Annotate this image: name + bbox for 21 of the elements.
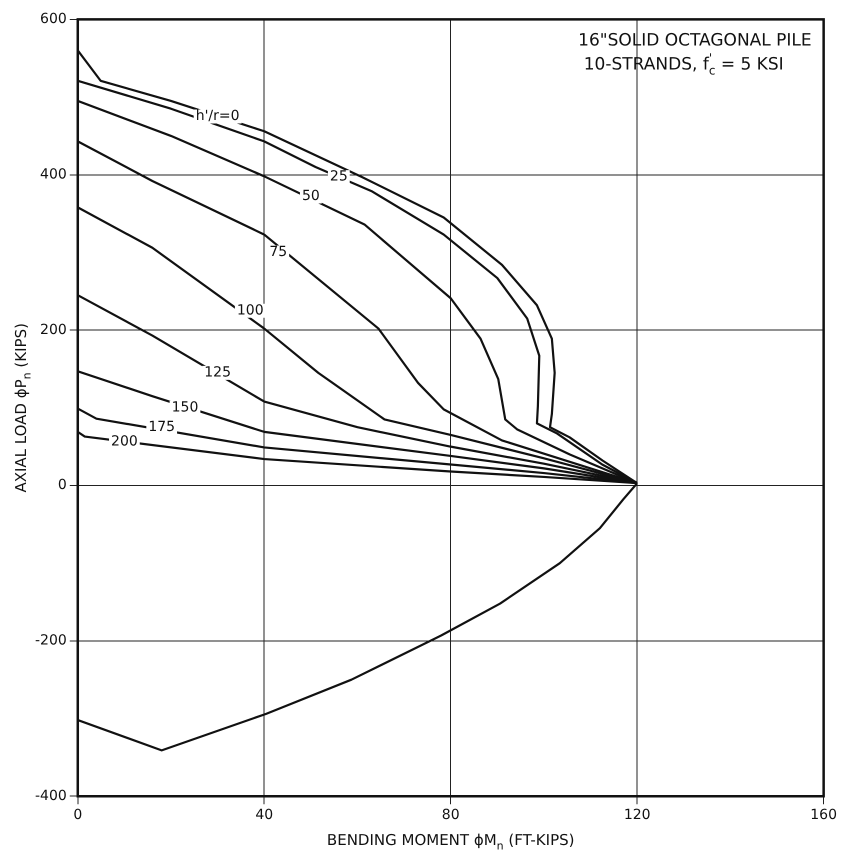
x-tick-label: 160 xyxy=(810,807,838,824)
x-tick-label: 80 xyxy=(442,807,460,824)
annotation: 25 xyxy=(330,168,348,185)
annotation: 200 xyxy=(111,434,138,450)
y-axis-title: AXIAL LOAD ϕPn (KIPS) xyxy=(12,323,34,493)
y-tick-label: 200 xyxy=(40,322,67,338)
y-tick-label: 600 xyxy=(40,11,67,28)
annotation: 100 xyxy=(236,302,264,318)
annotation: 150 xyxy=(172,399,198,416)
x-tick-label: 40 xyxy=(255,807,274,824)
y-tick-label: -200 xyxy=(34,632,67,648)
annotation: 175 xyxy=(148,418,176,435)
y-tick-label: 0 xyxy=(58,477,67,494)
y-tick-label: 400 xyxy=(40,166,67,182)
x-tick-label: 0 xyxy=(73,807,82,824)
annotation: 50 xyxy=(302,188,320,204)
annotation: 75 xyxy=(269,244,288,260)
y-tick-label: -400 xyxy=(34,788,67,804)
x-tick-label: 120 xyxy=(624,807,651,824)
annotation: h'/r=0 xyxy=(196,108,240,124)
annotation: 125 xyxy=(204,364,231,380)
